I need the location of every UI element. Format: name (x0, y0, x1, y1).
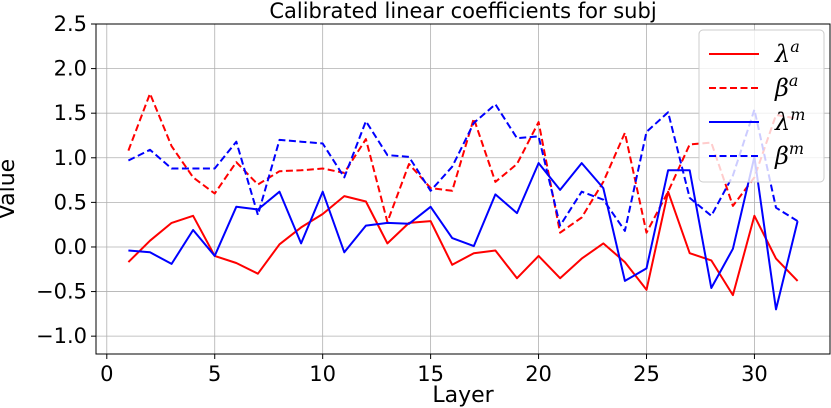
legend-label-2: λm (774, 105, 805, 136)
legend-box (698, 29, 825, 183)
legend-label-0: λa (774, 37, 800, 68)
y-axis-label: Value (0, 159, 20, 219)
legend-label-1: βa (774, 71, 798, 102)
series-line-0 (127, 190, 799, 297)
series-line-3 (127, 103, 799, 232)
series-line-2 (128, 155, 799, 311)
x-axis-label: Layer (432, 383, 494, 408)
x-tick-label: 10 (309, 362, 336, 386)
y-tick-label: 2.5 (54, 12, 87, 36)
y-tick-label: 0.5 (54, 190, 87, 214)
x-tick-label: 25 (633, 362, 660, 386)
y-tick-label: 2.0 (54, 57, 87, 81)
x-tick-label: 5 (208, 362, 221, 386)
y-tick-label: 1.5 (54, 101, 87, 125)
legend-label-3: βm (774, 139, 804, 170)
series-lines (127, 92, 799, 311)
y-tick-label: −1.0 (36, 324, 87, 348)
x-tick-label: 15 (417, 362, 444, 386)
y-tick-label: 0.0 (54, 235, 87, 259)
axis-ticks: 0 5 10 15 20 25 30 −1.0 −0.5 0.0 0.5 1.0 1.5 2.0 2.5 (36, 12, 768, 386)
x-tick-label: 20 (525, 362, 552, 386)
plot-frame (95, 23, 831, 355)
chart-title: Calibrated linear coefficients for subj (269, 0, 656, 23)
x-tick-label: 30 (741, 362, 768, 386)
series-line-1 (127, 92, 798, 234)
y-tick-label: −0.5 (36, 280, 87, 304)
y-tick-label: 1.0 (54, 146, 87, 170)
x-tick-label: 0 (100, 362, 113, 386)
